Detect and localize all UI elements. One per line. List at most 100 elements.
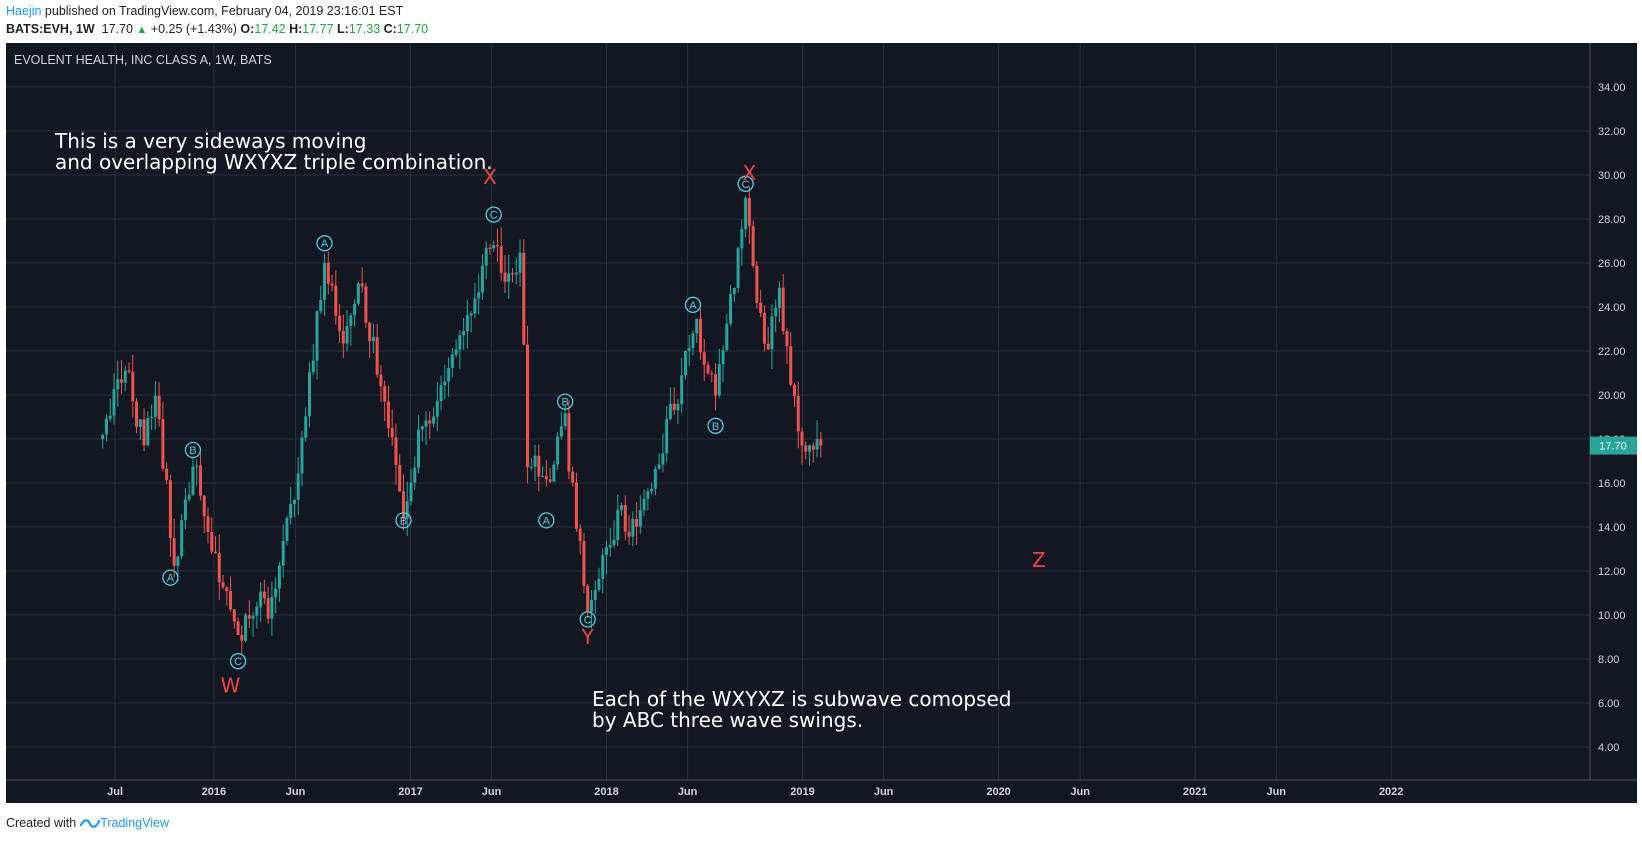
candle-down	[698, 318, 702, 353]
candle-up	[146, 418, 150, 446]
candle-down	[755, 265, 759, 303]
candle-up	[657, 464, 661, 469]
candle-up	[435, 401, 439, 417]
time-axis-ticks[interactable]: Jul 2016 Jun 2017 Jun 2018 Jun 2019 Jun 2020 Jun 20…	[107, 786, 1403, 798]
candle-down	[714, 374, 718, 396]
candle-up	[304, 416, 308, 438]
candle-up	[638, 510, 642, 527]
candle-down	[375, 337, 379, 375]
candle-up	[187, 494, 191, 500]
candle-up	[439, 385, 443, 402]
candle-down	[202, 495, 206, 517]
candle-down	[266, 598, 270, 619]
candle-down	[804, 445, 808, 452]
candle-down	[217, 553, 221, 583]
wave-label-a: A	[167, 573, 175, 585]
candle-up	[108, 415, 112, 419]
candle-down	[326, 262, 330, 284]
time-tick-label: 2019	[790, 786, 814, 798]
candle-down	[360, 283, 364, 287]
candle-up	[274, 588, 278, 597]
candle-down	[225, 587, 229, 591]
candle-up	[420, 426, 424, 430]
candle-up	[413, 467, 417, 483]
price-tick-label: 24.00	[1598, 302, 1626, 314]
price-tick-label: 20.00	[1598, 390, 1626, 402]
candle-down	[766, 343, 770, 350]
candle-down	[710, 373, 714, 375]
footer: Created with TradingView	[6, 816, 169, 830]
candle-up	[676, 403, 680, 411]
candle-up	[477, 292, 481, 299]
candle-down	[789, 346, 793, 385]
author-link[interactable]: Haejin	[6, 4, 42, 18]
candle-down	[229, 590, 233, 610]
tradingview-link[interactable]: TradingView	[80, 816, 169, 830]
candle-up	[371, 337, 375, 342]
candle-up	[650, 488, 654, 492]
candle-up	[323, 262, 327, 301]
low-label: L:	[337, 22, 349, 36]
candle-up	[289, 504, 293, 519]
candlestick-series	[101, 186, 823, 655]
candle-up	[815, 439, 819, 450]
candle-up	[605, 547, 608, 555]
candle-up	[653, 468, 657, 489]
candle-up	[447, 367, 451, 382]
price-tick-label: 26.00	[1598, 258, 1626, 270]
candle-up	[514, 272, 518, 275]
price-tick-label: 32.00	[1598, 126, 1626, 138]
annotation-note-2-line-1: Each of the WXYXZ is subwave comopsed	[592, 687, 1012, 711]
price-tick-label: 34.00	[1598, 82, 1626, 94]
candle-up	[563, 413, 567, 427]
candle-up	[112, 389, 116, 416]
annotation-note-1-line-2: and overlapping WXYXZ triple combination…	[55, 150, 493, 174]
candle-down	[401, 491, 405, 519]
candle-down	[214, 551, 217, 554]
price-tick-label: 10.00	[1598, 610, 1626, 622]
wave-label-a: A	[543, 515, 551, 527]
wave-label-y: Y	[581, 625, 595, 649]
candle-up	[345, 325, 349, 344]
candle-down	[334, 285, 338, 316]
wave-label-a: A	[321, 238, 329, 250]
price-tick-label: 6.00	[1598, 698, 1619, 710]
candle-up	[687, 348, 691, 352]
candle-down	[751, 226, 755, 266]
candle-down	[338, 315, 342, 331]
candle-down	[548, 479, 552, 482]
last-price-tag-box	[1590, 436, 1637, 455]
candle-up	[642, 498, 646, 511]
candle-up	[183, 499, 187, 521]
candle-down	[796, 395, 800, 432]
candle-down	[394, 437, 398, 465]
candle-down	[172, 538, 176, 566]
candle-down	[131, 371, 135, 402]
close-label: C:	[383, 22, 397, 36]
wave-label-circle	[316, 235, 333, 252]
candle-up	[417, 429, 421, 468]
price-axis[interactable]	[1590, 43, 1637, 780]
candle-up	[153, 395, 157, 417]
candle-up	[458, 335, 462, 350]
candle-down	[706, 364, 710, 374]
candle-up	[612, 540, 616, 546]
candle-up	[473, 298, 477, 314]
candle-down	[792, 384, 796, 396]
candle-down	[627, 531, 631, 537]
time-tick-label: Jun	[1070, 786, 1090, 798]
candle-up	[138, 419, 142, 427]
candle-down	[586, 585, 590, 612]
high-value: 17.77	[302, 22, 334, 36]
candle-up	[150, 416, 154, 419]
low-value: 17.33	[348, 22, 381, 36]
wave-label-circle	[684, 296, 702, 313]
candle-up	[541, 476, 545, 478]
annotation-note-2-line-2: by ABC three wave swings.	[592, 708, 863, 732]
candle-up	[480, 265, 484, 293]
candle-up	[259, 591, 263, 607]
candle-down	[221, 582, 225, 588]
candle-up	[777, 287, 781, 308]
candle-down	[499, 246, 503, 273]
